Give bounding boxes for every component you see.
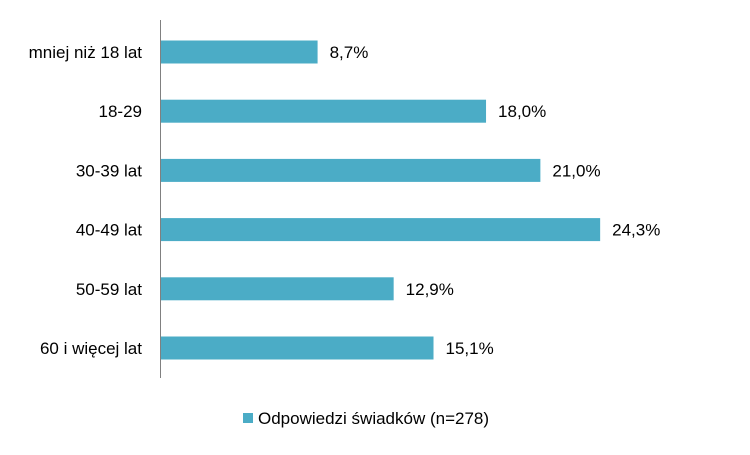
bar-3 [160,218,601,242]
bar-5 [160,336,434,360]
category-label-1: 18-29 [99,102,142,121]
category-label-3: 40-49 lat [76,221,142,240]
bar-2 [160,158,541,182]
value-label-3: 24,3% [612,221,660,240]
bars-group [160,40,601,360]
category-label-5: 60 i więcej lat [40,339,142,358]
legend-swatch [243,413,253,423]
value-label-4: 12,9% [406,280,454,299]
category-labels: mniej niż 18 lat 18-29 30-39 lat 40-49 lat 5… [29,43,143,358]
bar-1 [160,99,487,123]
category-label-4: 50-59 lat [76,280,142,299]
value-label-5: 15,1% [446,339,494,358]
legend-label: Odpowiedzi świadków (n=278) [258,409,489,428]
value-label-0: 8,7% [330,43,369,62]
bar-0 [160,40,318,64]
bar-4 [160,277,394,301]
value-label-1: 18,0% [498,102,546,121]
category-label-2: 30-39 lat [76,161,142,180]
legend: Odpowiedzi świadków (n=278) [243,409,489,428]
value-label-2: 21,0% [552,161,600,180]
value-labels: 8,7% 18,0% 21,0% 24,3% 12,9% 15,1% [330,43,661,358]
category-label-0: mniej niż 18 lat [29,43,143,62]
